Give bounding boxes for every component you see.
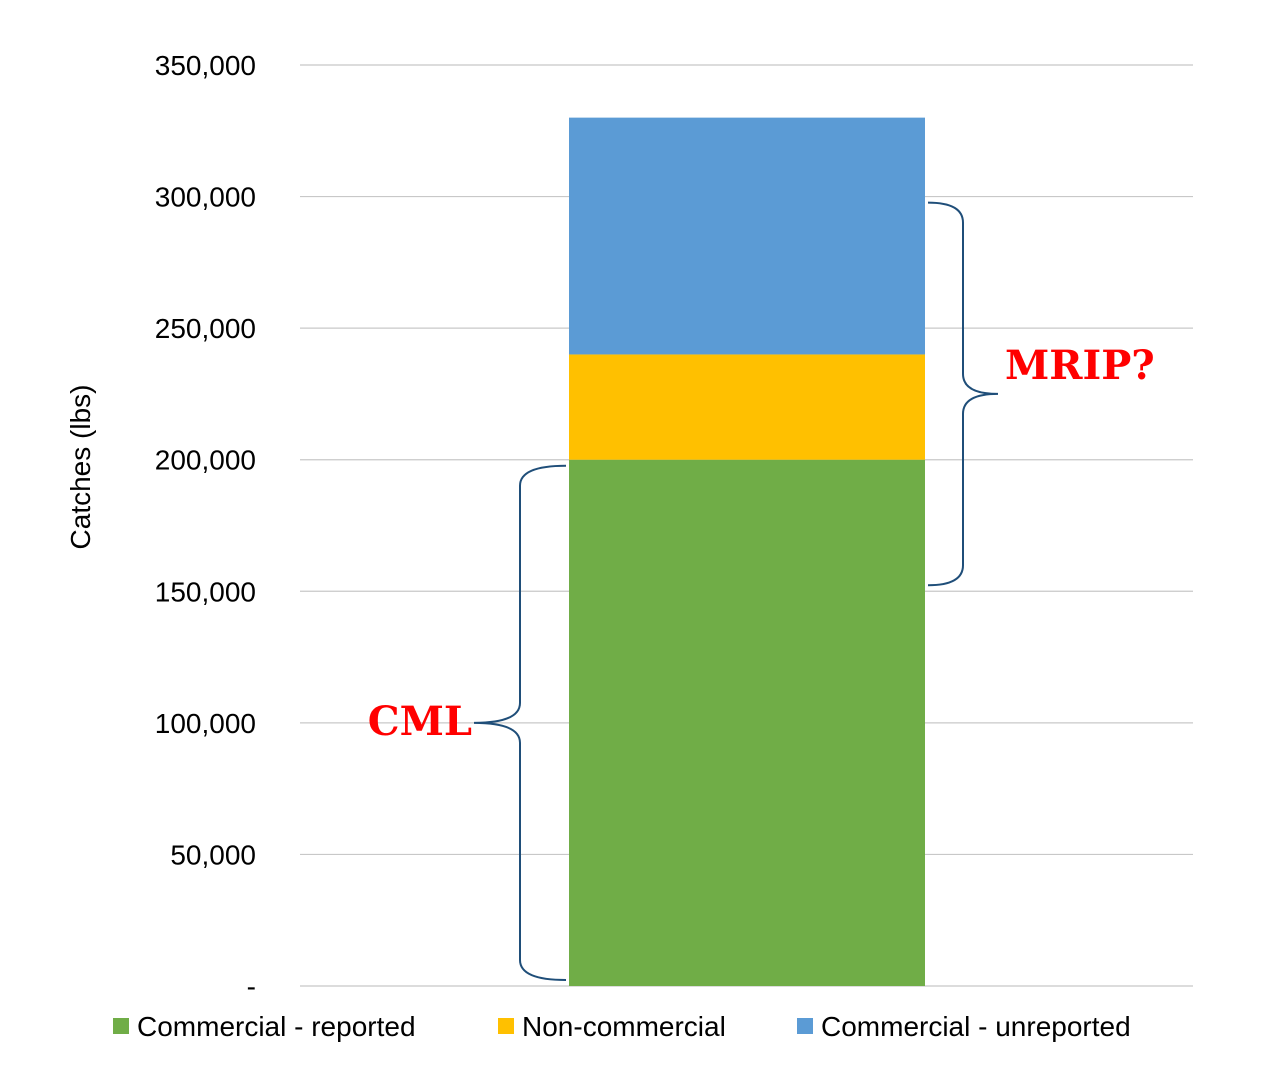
legend-swatch: [498, 1018, 514, 1034]
bar-segment: [569, 117, 925, 355]
y-axis-tick-labels: - 50,000 100,000 150,000 200,000 250,000 300,0…: [155, 50, 256, 1002]
curly-brace: [927, 201, 999, 587]
annotation-label: CML: [368, 698, 472, 745]
bar-segments: [569, 117, 925, 986]
y-tick-label: 200,000: [155, 445, 256, 476]
y-tick-label: 50,000: [170, 839, 256, 870]
y-axis-title: Catches (lbs): [65, 385, 96, 550]
y-tick-label: 250,000: [155, 313, 256, 344]
y-tick-label: -: [247, 971, 256, 1002]
y-tick-label: 150,000: [155, 576, 256, 607]
y-tick-label: 350,000: [155, 50, 256, 81]
legend-swatch: [113, 1018, 129, 1034]
legend-swatch: [797, 1018, 813, 1034]
curly-brace: [473, 464, 567, 981]
legend: Commercial - reported Non-commercial Comme…: [113, 1011, 1131, 1042]
legend-label: Commercial - unreported: [821, 1011, 1131, 1042]
y-tick-label: 300,000: [155, 182, 256, 213]
legend-label: Commercial - reported: [137, 1011, 416, 1042]
bar-segment: [569, 459, 925, 986]
y-tick-label: 100,000: [155, 708, 256, 739]
legend-label: Non-commercial: [522, 1011, 726, 1042]
annotations: CML MRIP?: [368, 201, 1155, 981]
annotation-label: MRIP?: [1005, 342, 1155, 389]
bar-segment: [569, 354, 925, 460]
